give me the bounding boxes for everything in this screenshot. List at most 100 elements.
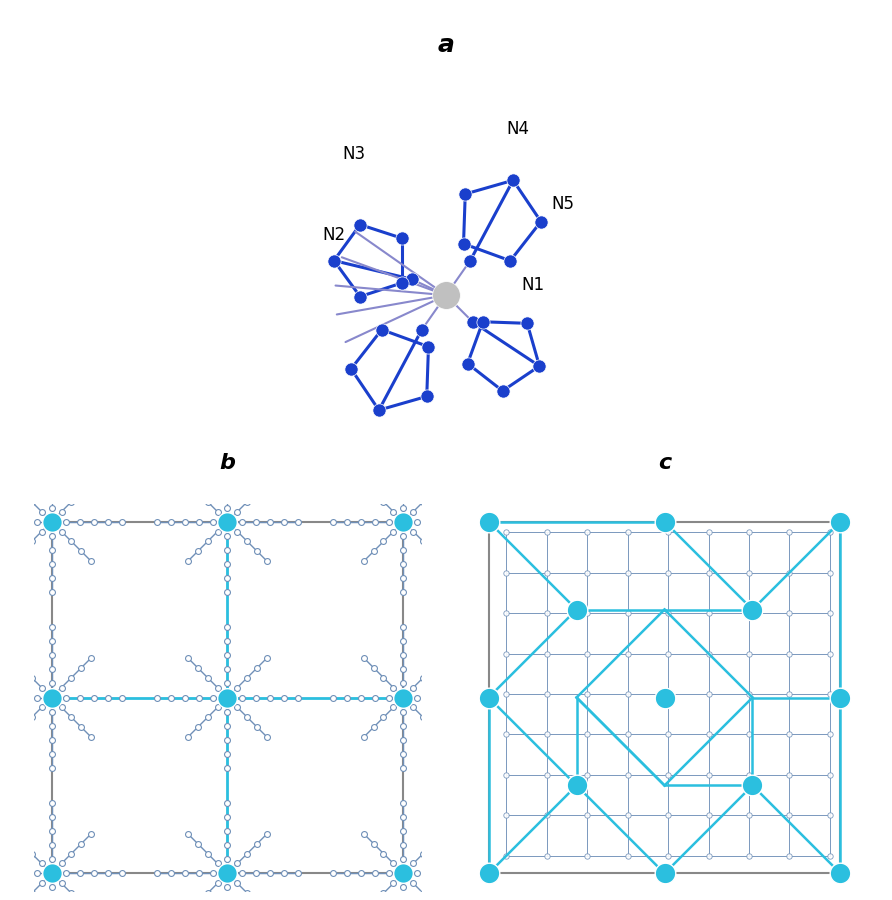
Point xyxy=(64,535,78,549)
Point xyxy=(822,768,837,782)
Point xyxy=(45,733,59,747)
Point xyxy=(30,690,45,705)
Point xyxy=(115,515,129,529)
Point xyxy=(406,504,420,518)
Point xyxy=(35,525,49,539)
Point xyxy=(396,458,410,473)
Point xyxy=(14,484,29,499)
Point xyxy=(249,690,263,705)
Point xyxy=(14,720,29,734)
Point xyxy=(220,895,235,900)
Point xyxy=(386,504,401,518)
Point xyxy=(24,710,38,724)
Point xyxy=(439,515,453,529)
Point xyxy=(742,849,756,863)
Point xyxy=(701,646,715,661)
Point xyxy=(621,768,635,782)
Point xyxy=(396,676,410,690)
Point xyxy=(64,710,78,724)
Point xyxy=(746,778,760,793)
Point xyxy=(192,515,206,529)
Point xyxy=(386,700,401,715)
Point xyxy=(35,877,49,891)
Point xyxy=(396,824,410,839)
Point xyxy=(211,700,225,715)
Point xyxy=(45,500,59,515)
Point xyxy=(822,565,837,580)
Point xyxy=(482,515,496,529)
Point xyxy=(211,877,225,891)
Point xyxy=(436,730,450,744)
Point xyxy=(340,515,354,529)
Point xyxy=(386,680,401,695)
Point xyxy=(621,849,635,863)
Point xyxy=(396,444,410,458)
Point xyxy=(580,646,594,661)
Point xyxy=(84,554,98,569)
Point xyxy=(0,515,3,529)
Point xyxy=(701,606,715,620)
Point xyxy=(661,606,675,620)
Point xyxy=(417,535,431,549)
Point xyxy=(458,187,473,202)
Point xyxy=(569,778,583,793)
Point xyxy=(45,634,59,648)
Point xyxy=(354,866,368,880)
Point xyxy=(235,690,249,705)
Point xyxy=(220,458,235,473)
Point xyxy=(344,362,359,376)
Point xyxy=(436,826,450,841)
Point xyxy=(580,768,594,782)
Point xyxy=(426,544,441,559)
Point xyxy=(425,515,439,529)
Point xyxy=(220,866,235,880)
Point xyxy=(406,525,420,539)
Point xyxy=(661,808,675,823)
Point xyxy=(396,571,410,585)
Point xyxy=(782,808,797,823)
Point xyxy=(250,661,264,675)
Point xyxy=(382,866,396,880)
Point xyxy=(396,796,410,810)
Point xyxy=(621,687,635,701)
Point xyxy=(382,690,396,705)
Point xyxy=(426,836,441,850)
Point xyxy=(45,620,59,634)
Point xyxy=(822,525,837,539)
Point xyxy=(180,730,194,744)
Point xyxy=(220,676,235,690)
Point xyxy=(742,727,756,742)
Point xyxy=(235,515,249,529)
Point xyxy=(540,727,554,742)
Point xyxy=(115,690,129,705)
Point xyxy=(54,856,69,870)
Point xyxy=(580,687,594,701)
Point xyxy=(220,880,235,895)
Point xyxy=(746,602,760,616)
Point xyxy=(64,494,78,508)
Point xyxy=(230,856,244,870)
Point xyxy=(406,680,420,695)
Point xyxy=(24,670,38,685)
Point xyxy=(150,866,164,880)
Point xyxy=(326,866,340,880)
Point xyxy=(291,515,305,529)
Point xyxy=(376,886,391,900)
Point xyxy=(396,515,410,529)
Point xyxy=(150,690,164,705)
Point xyxy=(833,515,847,529)
Point xyxy=(396,486,410,500)
Point xyxy=(833,690,847,705)
Point xyxy=(64,670,78,685)
Point xyxy=(425,690,439,705)
Point xyxy=(376,846,391,860)
Text: N2: N2 xyxy=(322,226,345,244)
Point xyxy=(436,554,450,569)
Point xyxy=(396,662,410,677)
Point xyxy=(191,544,205,559)
Point xyxy=(376,535,391,549)
Point xyxy=(211,525,225,539)
Point xyxy=(406,700,420,715)
Point xyxy=(35,856,49,870)
Point xyxy=(415,323,429,338)
